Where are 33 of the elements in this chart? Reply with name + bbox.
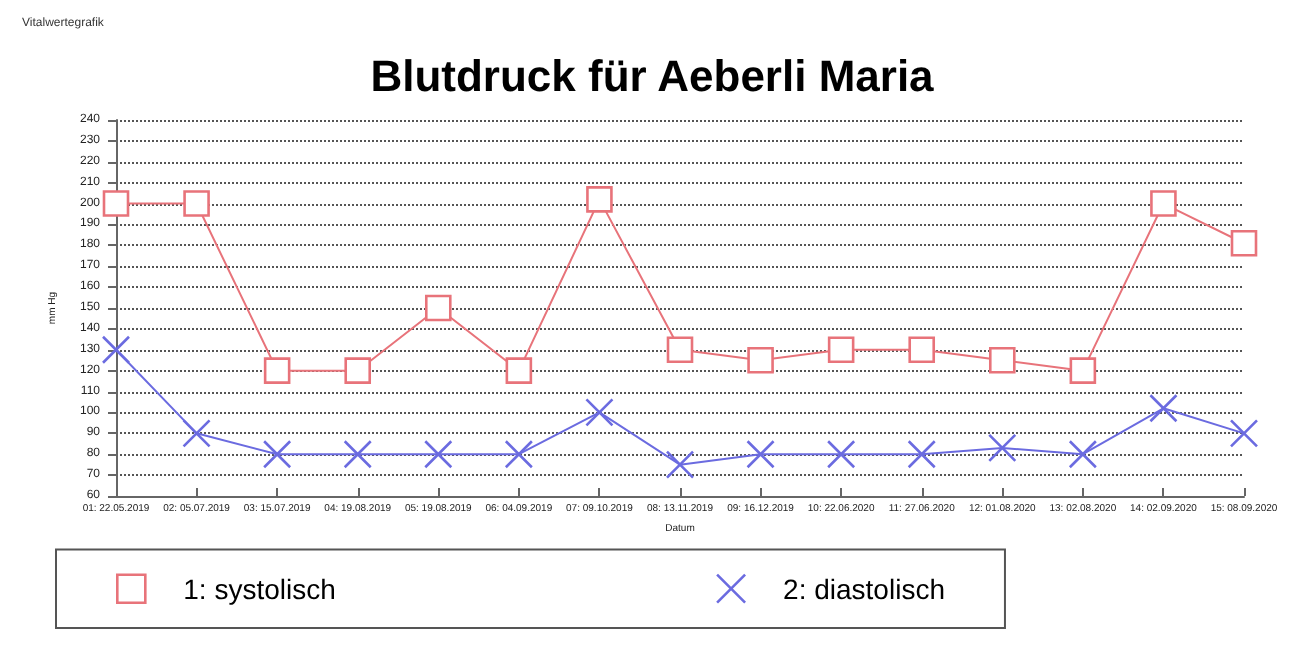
point — [424, 294, 452, 322]
point — [987, 433, 1017, 463]
chart-title: Blutdruck für Aeberli Maria — [370, 51, 936, 101]
point — [666, 336, 694, 364]
point — [1149, 393, 1178, 423]
point — [262, 439, 292, 469]
point — [423, 439, 453, 469]
point — [907, 439, 937, 469]
point — [747, 346, 774, 374]
point — [102, 190, 130, 217]
point — [1230, 229, 1258, 257]
point — [183, 190, 210, 217]
point — [344, 357, 372, 384]
point — [585, 398, 614, 427]
point — [908, 336, 936, 364]
point — [504, 439, 534, 469]
point — [1229, 419, 1259, 448]
point — [101, 335, 131, 365]
point — [1068, 439, 1098, 469]
legend-label: 1: systolisch — [183, 572, 336, 605]
point — [263, 357, 291, 384]
point — [826, 439, 856, 469]
point — [988, 346, 1016, 374]
point — [586, 186, 613, 213]
point — [1069, 357, 1097, 384]
point — [827, 336, 855, 364]
point — [1150, 190, 1177, 217]
point — [505, 357, 533, 384]
point — [182, 419, 211, 448]
point — [746, 439, 775, 469]
point — [665, 450, 695, 479]
legend-label: 2: diastolisch — [783, 572, 945, 605]
point — [343, 439, 373, 469]
